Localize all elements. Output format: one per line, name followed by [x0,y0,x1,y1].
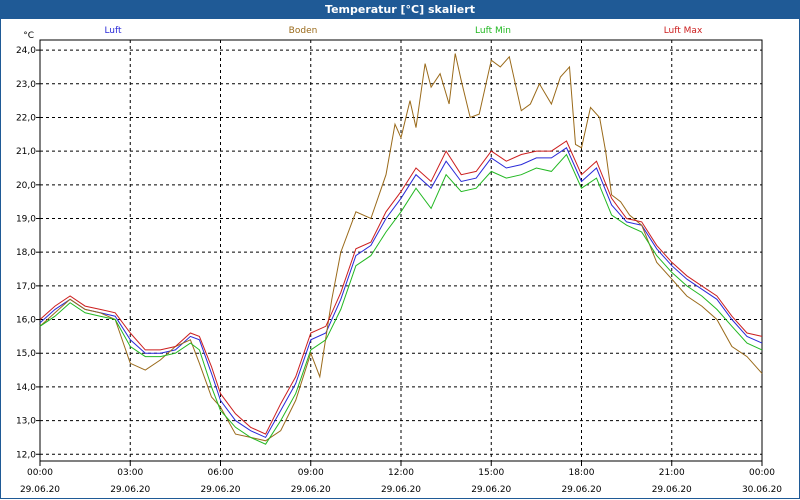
y-tick-label: 16,0 [16,316,36,326]
x-tick-time-label: 09:00 [298,468,324,478]
series-line-luft-min [39,153,763,445]
x-tick-time-label: 06:00 [208,468,234,478]
y-tick-label: 23,0 [16,80,36,90]
x-tick-time-label: 00:00 [749,468,775,478]
x-tick-date-label: 30.06.20 [742,485,782,495]
y-tick-label: 20,0 [16,181,36,191]
series-line-boden [39,53,763,442]
x-tick-time-label: 03:00 [117,468,143,478]
x-tick-date-label: 29.06.20 [110,485,150,495]
legend-item-luft: Luft [104,26,122,36]
series-line-luft [39,147,763,439]
y-axis-unit: °C [23,31,34,41]
x-tick-date-label: 29.06.20 [200,485,240,495]
x-tick-date-label: 29.06.20 [20,485,60,495]
legend: Luft Boden Luft Min Luft Max [104,26,703,36]
y-tick-label: 14,0 [16,383,36,393]
y-tick-label: 22,0 [16,113,36,123]
x-tick-time-label: 18:00 [569,468,595,478]
series-line-luft-max [39,140,763,435]
x-tick-time-label: 00:00 [27,468,53,478]
y-tick-label: 17,0 [16,282,36,292]
x-tick-date-label: 29.06.20 [561,485,601,495]
x-tick-time-label: 21:00 [659,468,685,478]
legend-item-boden: Boden [289,26,318,36]
axes: 12,0 13,0 14,0 15,0 16,0 17,0 18,0 19,0 20,0 21,0… [16,31,782,495]
y-tick-label: 13,0 [16,417,36,427]
x-tick-date-label: 29.06.20 [381,485,421,495]
x-tick-date-label: 29.06.20 [291,485,331,495]
y-tick-label: 24,0 [16,46,36,56]
chart-title-bar: Temperatur [°C] skaliert [0,0,800,19]
x-tick-date-label: 29.06.20 [652,485,692,495]
legend-item-luft-min: Luft Min [475,26,511,36]
y-tick-label: 19,0 [16,215,36,225]
x-tick-time-label: 15:00 [478,468,504,478]
y-tick-label: 15,0 [16,349,36,359]
y-tick-label: 21,0 [16,147,36,157]
x-tick-date-label: 29.06.20 [471,485,511,495]
grid [39,39,763,462]
y-tick-label: 12,0 [16,450,36,460]
series-lines [39,53,763,445]
y-tick-label: 18,0 [16,248,36,258]
legend-item-luft-max: Luft Max [664,26,703,36]
chart-title: Temperatur [°C] skaliert [325,3,475,16]
x-tick-time-label: 12:00 [388,468,414,478]
